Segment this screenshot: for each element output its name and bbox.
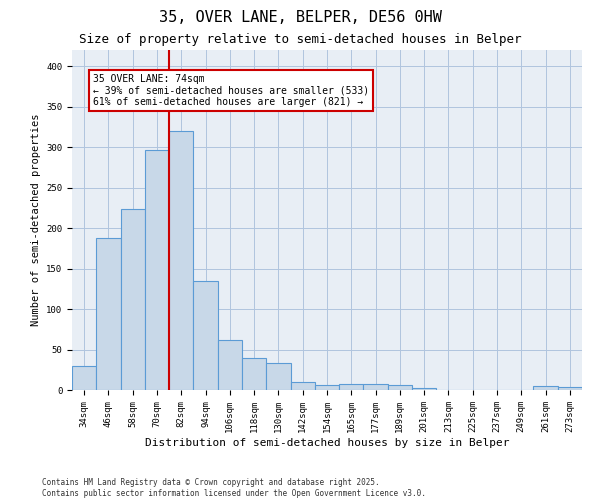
Bar <box>533 386 558 390</box>
Text: Contains HM Land Registry data © Crown copyright and database right 2025.
Contai: Contains HM Land Registry data © Crown c… <box>42 478 426 498</box>
Bar <box>290 382 315 390</box>
Bar <box>96 238 121 390</box>
Bar <box>315 385 339 390</box>
Bar <box>193 280 218 390</box>
Bar <box>558 387 582 390</box>
Text: Size of property relative to semi-detached houses in Belper: Size of property relative to semi-detach… <box>79 32 521 46</box>
Bar <box>364 384 388 390</box>
Bar <box>72 366 96 390</box>
Bar <box>218 340 242 390</box>
Bar <box>339 384 364 390</box>
Bar <box>388 385 412 390</box>
Bar <box>412 388 436 390</box>
Text: 35 OVER LANE: 74sqm
← 39% of semi-detached houses are smaller (533)
61% of semi-: 35 OVER LANE: 74sqm ← 39% of semi-detach… <box>92 74 369 108</box>
Bar <box>169 131 193 390</box>
Bar <box>242 358 266 390</box>
Bar <box>145 150 169 390</box>
Bar <box>266 364 290 390</box>
X-axis label: Distribution of semi-detached houses by size in Belper: Distribution of semi-detached houses by … <box>145 438 509 448</box>
Text: 35, OVER LANE, BELPER, DE56 0HW: 35, OVER LANE, BELPER, DE56 0HW <box>158 10 442 25</box>
Bar <box>121 210 145 390</box>
Y-axis label: Number of semi-detached properties: Number of semi-detached properties <box>31 114 41 326</box>
